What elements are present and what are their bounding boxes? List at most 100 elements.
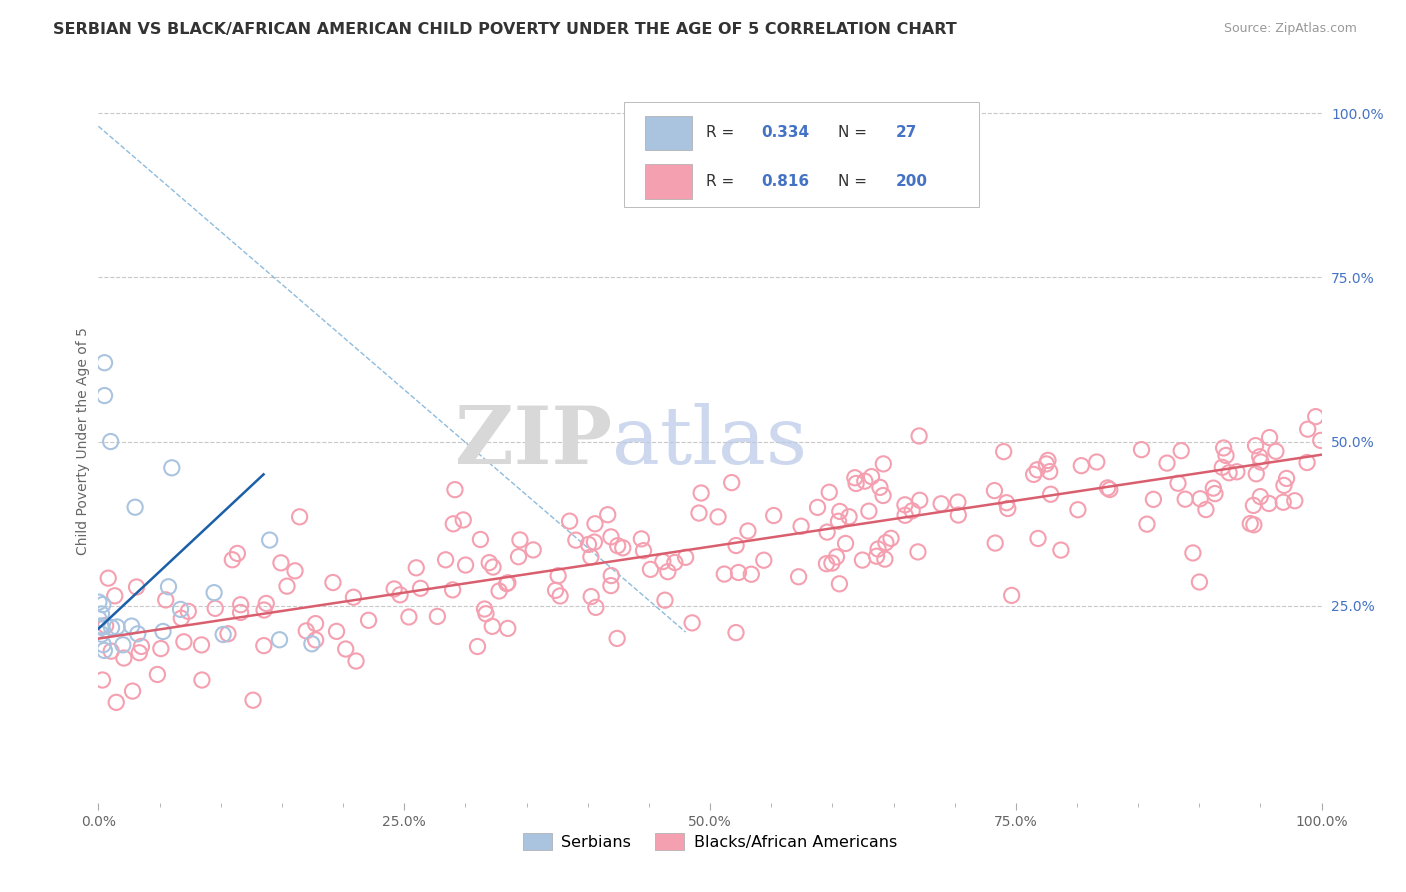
Point — [191, 673, 214, 687]
Point — [90, 619, 112, 633]
Point — [1035, 457, 1057, 471]
Point — [828, 576, 851, 591]
Text: N =: N = — [838, 126, 872, 140]
Point — [100, 621, 122, 635]
Point — [229, 606, 252, 620]
Point — [600, 530, 623, 544]
Point — [149, 641, 172, 656]
Point — [1243, 517, 1265, 532]
Text: 200: 200 — [896, 174, 928, 189]
Point — [269, 632, 291, 647]
Point — [1156, 456, 1178, 470]
Point — [91, 638, 114, 652]
Text: Source: ZipAtlas.com: Source: ZipAtlas.com — [1223, 22, 1357, 36]
Legend: Serbians, Blacks/African Americans: Serbians, Blacks/African Americans — [517, 827, 903, 856]
Point — [170, 611, 193, 625]
Point — [872, 457, 894, 471]
Point — [1085, 455, 1108, 469]
Point — [983, 483, 1005, 498]
Y-axis label: Child Poverty Under the Age of 5: Child Poverty Under the Age of 5 — [76, 327, 90, 556]
Point — [322, 575, 344, 590]
Point — [304, 632, 326, 647]
Point — [1195, 502, 1218, 516]
Point — [342, 591, 364, 605]
Point — [124, 500, 146, 515]
Point — [93, 388, 115, 402]
Point — [121, 684, 143, 698]
Point — [495, 576, 517, 591]
Point — [522, 542, 544, 557]
Point — [295, 624, 318, 638]
Point — [202, 585, 225, 599]
Point — [242, 693, 264, 707]
Point — [640, 562, 662, 576]
Point — [894, 508, 917, 523]
Point — [90, 607, 112, 621]
Point — [1309, 434, 1331, 448]
Point — [509, 533, 531, 547]
Point — [1039, 465, 1062, 479]
Point — [821, 556, 844, 570]
Point — [482, 560, 505, 574]
Point — [548, 589, 571, 603]
Point — [1296, 422, 1319, 436]
Point — [1296, 456, 1319, 470]
Point — [382, 582, 405, 596]
Point — [1202, 481, 1225, 495]
Point — [93, 643, 115, 657]
Point — [212, 627, 235, 641]
Point — [606, 632, 628, 646]
Point — [221, 553, 243, 567]
Point — [441, 582, 464, 597]
Point — [657, 565, 679, 579]
Point — [97, 571, 120, 585]
Point — [1026, 532, 1049, 546]
Point — [127, 627, 149, 641]
Point — [426, 609, 449, 624]
Point — [596, 508, 619, 522]
FancyBboxPatch shape — [645, 116, 692, 150]
Point — [169, 602, 191, 616]
Point — [725, 539, 748, 553]
Point — [675, 550, 697, 565]
Point — [344, 654, 367, 668]
Point — [720, 475, 742, 490]
Point — [454, 558, 477, 572]
Point — [565, 533, 588, 548]
Point — [160, 460, 183, 475]
Point — [325, 624, 347, 639]
Point — [1241, 499, 1264, 513]
Point — [868, 541, 890, 556]
Point — [112, 651, 135, 665]
Point — [204, 601, 226, 615]
Text: R =: R = — [706, 126, 740, 140]
Point — [762, 508, 785, 523]
Point — [654, 593, 676, 607]
Point — [633, 543, 655, 558]
Point — [1188, 574, 1211, 589]
Point — [100, 644, 122, 658]
Point — [815, 557, 838, 571]
Point — [398, 610, 420, 624]
Point — [1272, 495, 1295, 509]
Point — [907, 545, 929, 559]
Point — [858, 504, 880, 518]
Point — [875, 535, 897, 549]
Point — [217, 627, 239, 641]
Point — [815, 525, 838, 540]
Point — [1284, 493, 1306, 508]
Point — [845, 476, 868, 491]
Point — [873, 552, 896, 566]
Point — [583, 535, 606, 549]
Point — [664, 556, 686, 570]
Point — [475, 607, 498, 621]
Point — [880, 531, 903, 545]
Point — [948, 508, 970, 522]
Point — [713, 567, 735, 582]
Point — [173, 635, 195, 649]
Point — [253, 603, 276, 617]
Point — [583, 516, 606, 531]
Point — [1098, 483, 1121, 497]
Point — [818, 485, 841, 500]
Point — [1249, 490, 1271, 504]
